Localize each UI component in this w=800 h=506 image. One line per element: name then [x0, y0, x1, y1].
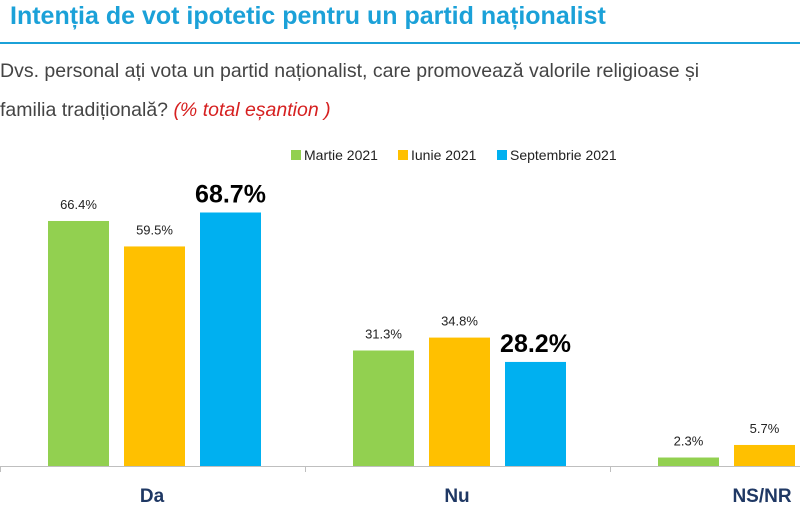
- category-label-ns-nr: NS/NR: [732, 486, 791, 506]
- bar-ns-nr-iunie-2021: [734, 444, 795, 466]
- bar-nu-septembrie-2021: [505, 361, 566, 466]
- bar-nu-iunie-2021: [429, 337, 490, 466]
- question-line-2: familia tradițională? (% total eșantion …: [0, 99, 331, 122]
- legend-swatch-iunie-2021: [398, 150, 408, 160]
- page-title: Intenția de vot ipotetic pentru un parti…: [10, 2, 606, 30]
- data-label-da-martie-2021: 66.4%: [60, 197, 97, 212]
- data-label-nu-martie-2021: 31.3%: [365, 327, 402, 342]
- data-label-ns-nr-iunie-2021: 5.7%: [750, 421, 780, 436]
- bar-ns-nr-martie-2021: [658, 457, 719, 466]
- legend-label-septembrie-2021: Septembrie 2021: [510, 147, 617, 163]
- legend-swatch-septembrie-2021: [497, 150, 507, 160]
- question-line-1: Dvs. personal ați vota un partid naționa…: [0, 60, 700, 82]
- question-text: familia tradițională?: [0, 99, 169, 121]
- category-label-nu: Nu: [444, 486, 469, 506]
- data-label-nu-iunie-2021: 34.8%: [441, 314, 478, 329]
- sample-note: (% total eșantion ): [173, 99, 331, 121]
- data-label-ns-nr-martie-2021: 2.3%: [674, 434, 704, 449]
- bar-nu-martie-2021: [353, 350, 414, 466]
- category-label-da: Da: [140, 486, 165, 506]
- title-rule: [0, 42, 800, 44]
- legend-label-iunie-2021: Iunie 2021: [411, 147, 477, 163]
- bar-da-septembrie-2021: [200, 212, 261, 466]
- data-label-da-septembrie-2021: 68.7%: [195, 180, 266, 208]
- legend-label-martie-2021: Martie 2021: [304, 147, 378, 163]
- data-label-nu-septembrie-2021: 28.2%: [500, 330, 571, 358]
- legend-swatch-martie-2021: [291, 150, 301, 160]
- bar-da-martie-2021: [48, 220, 109, 466]
- bar-da-iunie-2021: [124, 246, 185, 466]
- data-label-da-iunie-2021: 59.5%: [136, 222, 173, 237]
